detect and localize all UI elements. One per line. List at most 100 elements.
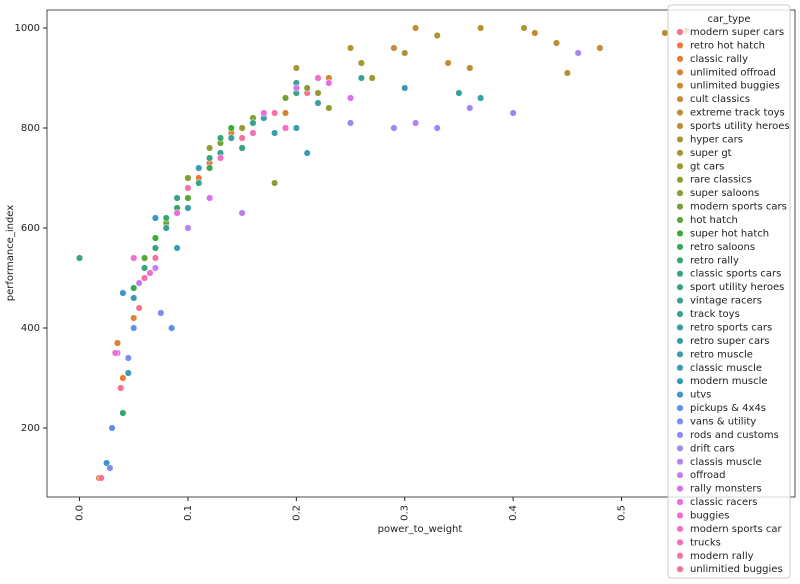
y-axis-label: performance_index [5, 205, 16, 301]
legend-marker [676, 176, 684, 184]
legend-marker [676, 444, 684, 452]
legend-marker [676, 270, 684, 278]
legend-label: trucks [690, 537, 721, 548]
x-axis-label: power_to_weight [378, 524, 463, 535]
point [206, 164, 214, 172]
point [119, 409, 127, 417]
legend-marker [676, 364, 684, 372]
legend-label: super gt [690, 148, 732, 159]
point [292, 84, 300, 92]
legend-label: modern super cars [690, 27, 784, 38]
point [141, 274, 149, 282]
point [346, 94, 355, 102]
point [151, 244, 159, 252]
point [412, 24, 420, 32]
point [151, 214, 159, 222]
legend-label: retro muscle [690, 349, 753, 360]
point [433, 31, 441, 40]
point [130, 294, 138, 302]
point [195, 179, 203, 187]
point [173, 209, 181, 217]
legend-label: drift cars [690, 443, 735, 454]
point [75, 254, 84, 262]
point [108, 424, 116, 432]
point [390, 124, 398, 132]
legend-marker [676, 458, 684, 466]
point [466, 104, 474, 112]
point [563, 69, 571, 77]
point [184, 174, 192, 182]
point [146, 269, 154, 277]
point [281, 109, 290, 117]
point [477, 24, 485, 32]
point [130, 254, 138, 262]
legend-marker [676, 135, 684, 143]
legend-label: cult classics [690, 94, 750, 105]
legend-label: modern rally [690, 551, 754, 562]
legend-marker [676, 162, 684, 170]
legend-label: pickups & 4x4s [690, 403, 766, 414]
point [157, 309, 165, 317]
point [124, 354, 132, 362]
legend-label: classic rally [690, 54, 748, 65]
legend-marker [676, 377, 684, 385]
point [184, 194, 192, 202]
legend-marker [676, 485, 684, 493]
point [151, 254, 159, 262]
legend-label: hot hatch [690, 215, 738, 226]
legend-marker [676, 552, 684, 560]
legend-marker [676, 189, 684, 197]
point [346, 119, 355, 127]
point [130, 324, 138, 332]
legend-label: super hot hatch [690, 228, 769, 239]
point [184, 224, 192, 232]
y-tick-label: 200 [21, 423, 40, 434]
legend-label: utvs [690, 390, 711, 401]
point [271, 109, 279, 117]
point [325, 104, 333, 112]
legend-marker [676, 323, 684, 332]
point [303, 84, 311, 92]
legend-marker [676, 350, 684, 358]
legend-label: retro sports cars [690, 322, 772, 333]
point [111, 349, 119, 357]
legend-marker [676, 28, 684, 36]
x-tick-label: 0.2 [291, 505, 302, 521]
point [520, 24, 528, 32]
legend-marker [676, 525, 684, 533]
legend-label: modern muscle [690, 376, 768, 387]
point [216, 154, 224, 162]
point [271, 129, 279, 137]
legend-marker [676, 498, 684, 506]
point [168, 324, 176, 332]
legend-marker [676, 55, 684, 63]
legend-label: classic sports cars [690, 269, 781, 280]
point [346, 44, 355, 52]
legend-marker [676, 68, 684, 76]
point [151, 264, 159, 272]
point [124, 369, 132, 377]
point [661, 29, 669, 37]
point [141, 264, 149, 272]
legend-label: modern sports cars [690, 202, 787, 213]
legend-marker [676, 243, 684, 251]
point [195, 164, 203, 172]
legend-title: car_type [707, 14, 750, 25]
legend-label: unlimitied buggies [690, 564, 783, 575]
point [401, 49, 409, 57]
point [357, 59, 365, 67]
legend-marker [676, 122, 684, 130]
legend-marker [676, 216, 684, 224]
legend-marker [676, 471, 684, 479]
point [281, 124, 290, 132]
legend-label: rare classics [690, 175, 752, 186]
legend-marker [676, 82, 684, 90]
legend-label: offroad [690, 470, 726, 481]
point [141, 254, 149, 262]
legend-marker [676, 337, 684, 345]
point [368, 74, 376, 82]
legend-marker [676, 283, 684, 291]
point [216, 134, 224, 142]
